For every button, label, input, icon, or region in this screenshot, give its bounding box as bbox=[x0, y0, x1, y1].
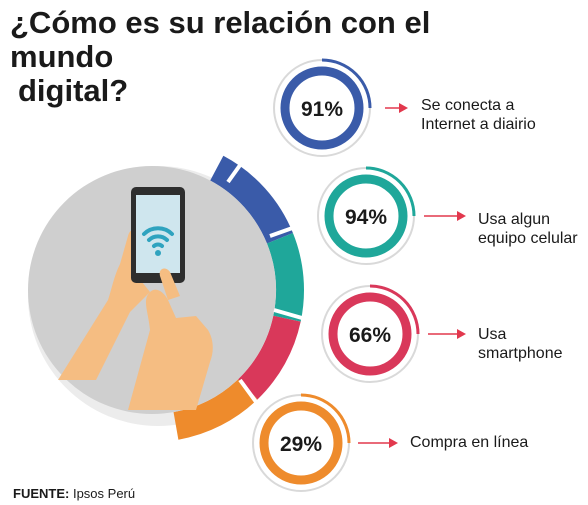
item-label-line: Usa algun bbox=[478, 211, 551, 228]
item-label-line: smartphone bbox=[478, 345, 563, 362]
outer-ring-accent bbox=[365, 166, 416, 217]
left-hand bbox=[58, 230, 150, 380]
source-note: FUENTE: Ipsos Perú bbox=[13, 486, 135, 501]
value-ring bbox=[259, 401, 343, 485]
outer-ring-accent bbox=[369, 284, 420, 335]
item-label-line: Usa bbox=[478, 326, 507, 343]
title-line-1: ¿Cómo es su relación con el mundo bbox=[10, 5, 431, 74]
item-label-line: Se conecta a bbox=[421, 97, 515, 114]
item-label: Usa smartphone bbox=[478, 325, 563, 363]
value-text: 29% bbox=[280, 433, 322, 456]
label-arrowhead-icon bbox=[457, 329, 466, 339]
thumb bbox=[159, 268, 180, 300]
item-label-line: Compra en línea bbox=[410, 434, 529, 451]
source-value: Ipsos Perú bbox=[72, 486, 136, 501]
connector-line bbox=[226, 138, 260, 184]
item-label-line: Internet a diairio bbox=[421, 116, 536, 133]
item-label: Se conecta a Internet a diairio bbox=[421, 96, 536, 134]
connector-line bbox=[269, 214, 327, 238]
hand-phone-illustration bbox=[58, 187, 213, 410]
label-arrowhead-icon bbox=[389, 438, 398, 448]
item-label-line: equipo celular bbox=[478, 230, 578, 247]
label-arrowhead-icon bbox=[399, 103, 408, 113]
item-label: Compra en línea bbox=[410, 433, 528, 452]
value-text: 91% bbox=[301, 98, 343, 121]
label-arrowhead-icon bbox=[457, 211, 466, 221]
arc-segment bbox=[173, 379, 258, 440]
value-text: 66% bbox=[349, 324, 391, 347]
wifi-icon bbox=[142, 226, 174, 248]
connector-arrowhead-icon bbox=[249, 132, 264, 149]
items-layer: 91% 94% 66% 29% bbox=[226, 58, 466, 492]
title-line-2: digital? bbox=[18, 73, 129, 108]
right-hand bbox=[128, 289, 213, 410]
value-text: 94% bbox=[345, 206, 387, 229]
value-ring bbox=[324, 174, 408, 258]
outer-ring-accent bbox=[321, 58, 372, 109]
connector-line bbox=[273, 308, 331, 328]
item-label: Usa algun equipo celular bbox=[478, 210, 578, 248]
wifi-dot-icon bbox=[155, 250, 161, 256]
outer-ring-accent bbox=[300, 393, 351, 444]
arc-segment bbox=[266, 233, 304, 322]
value-ring bbox=[280, 66, 364, 150]
arc-segment bbox=[238, 315, 301, 400]
source-label: FUENTE: bbox=[13, 486, 70, 501]
value-ring bbox=[328, 292, 412, 376]
page-title: ¿Cómo es su relación con el mundo digita… bbox=[10, 6, 530, 108]
